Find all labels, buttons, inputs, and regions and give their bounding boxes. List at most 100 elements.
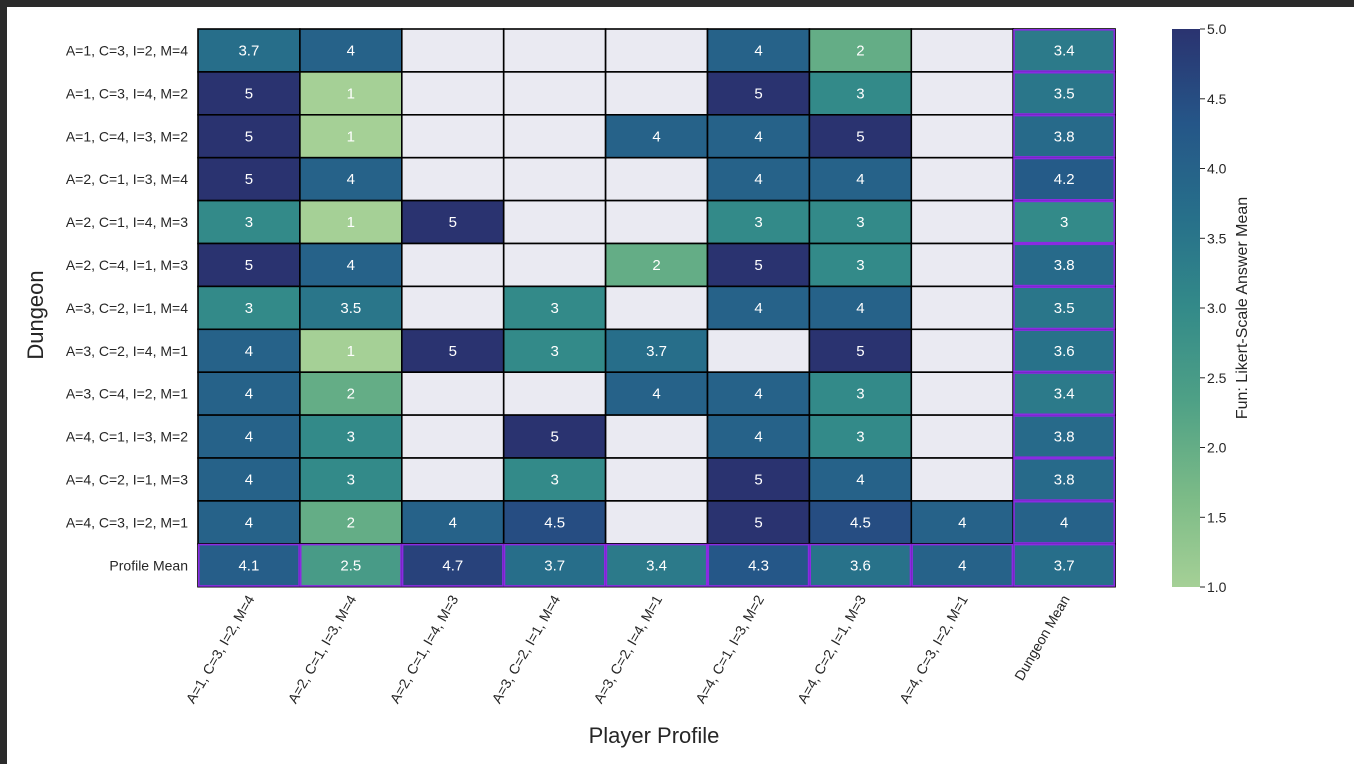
cell-value-label: 4 (958, 514, 966, 531)
empty-cell (910, 414, 1014, 459)
cell-value-label: 2.5 (340, 557, 361, 574)
cell-value-label: 3.6 (850, 557, 871, 574)
cell-value-label: 2 (347, 514, 355, 531)
mean-cell-border (911, 543, 1014, 587)
row-label: A=4, C=3, I=2, M=1 (66, 514, 188, 530)
mean-cell-border (1013, 243, 1116, 287)
cell-value-label: 4 (856, 471, 864, 488)
cell-value-label: 4 (856, 171, 864, 188)
heatmap-cell (400, 500, 505, 545)
heatmap-cell (197, 199, 301, 245)
mean-cell (1012, 71, 1116, 116)
cell-value-label: 5 (245, 171, 253, 188)
cell-value-label: 3.4 (1054, 43, 1075, 60)
cell-value-label: 4 (958, 557, 966, 574)
heatmap-cell (299, 371, 403, 416)
colorbar-gradient (1172, 29, 1200, 587)
cell-value-label: 4 (347, 43, 355, 60)
cell-value-label: 3 (347, 429, 355, 446)
mean-cell (1012, 542, 1116, 588)
column-label: A=4, C=3, I=2, M=1 (896, 592, 971, 706)
empty-cell (502, 371, 607, 416)
mean-cell-border (707, 543, 810, 587)
cell-value-label: 4 (754, 128, 762, 145)
cell-value-label: 3.7 (238, 43, 259, 60)
cell-value-label: 4.3 (748, 557, 769, 574)
heatmap-chart: 3.7 4 4 2 3.4 5 1 5 3 3.5 5 1 4 4 5 3.8 5 4 4 4 4.2 3 1 5 3 3 3 5 4 2… (23, 21, 1251, 748)
mean-cell-border (1013, 329, 1116, 373)
heatmap-cell (299, 414, 403, 459)
heatmap-cell (299, 28, 403, 73)
empty-cell (400, 242, 505, 288)
cell-value-label: 3.6 (1054, 343, 1075, 360)
cell-value-label: 4 (754, 386, 762, 403)
cell-value-label: 3.8 (1054, 429, 1075, 446)
empty-cell (604, 28, 709, 73)
heatmap-cell (706, 500, 811, 545)
cell-value-label: 2 (652, 257, 660, 274)
cell-value-label: 5 (754, 85, 762, 102)
cell-value-label: 5 (754, 514, 762, 531)
heatmap-cell (502, 414, 607, 459)
heatmap-cell (400, 328, 505, 373)
heatmap-cell (197, 414, 301, 459)
cell-value-label: 3.4 (1054, 386, 1075, 403)
heatmap-cell (808, 371, 913, 416)
empty-cell (502, 71, 607, 116)
cell-value-label: 1 (347, 343, 355, 360)
mean-cell-border (1013, 71, 1116, 115)
empty-cell (502, 156, 607, 202)
cell-value-label: 3 (856, 85, 864, 102)
cell-value-label: 3.7 (1054, 557, 1075, 574)
heatmap-cell (299, 199, 403, 245)
cell-value-label: 4 (652, 386, 660, 403)
cell-value-label: 2 (347, 386, 355, 403)
mean-cell (1012, 500, 1116, 545)
heatmap-cell (197, 156, 301, 202)
empty-cell (910, 156, 1014, 202)
cell-value-label: 3.5 (1054, 85, 1075, 102)
heatmap-cell (502, 457, 607, 502)
colorbar-tick-label: 5.0 (1207, 21, 1227, 37)
column-label: A=3, C=2, I=4, M=1 (590, 592, 665, 706)
mean-cell (502, 542, 607, 588)
colorbar-ticks: 1.0 1.5 2.0 2.5 3.0 3.5 4.0 4.5 5.0 (1200, 21, 1227, 595)
cell-value-label: 3.8 (1054, 128, 1075, 145)
empty-cell (400, 414, 505, 459)
cell-value-label: 4 (245, 386, 253, 403)
empty-cell (502, 242, 607, 288)
colorbar-tick-label: 2.5 (1207, 370, 1227, 386)
column-label: A=2, C=1, I=3, M=4 (284, 592, 359, 706)
mean-cell-border (1013, 543, 1116, 587)
column-label: A=4, C=2, I=1, M=3 (794, 592, 869, 706)
cell-value-label: 5 (245, 128, 253, 145)
cell-value-label: 3 (856, 257, 864, 274)
cell-value-label: 3.7 (646, 343, 667, 360)
mean-cell (1012, 199, 1116, 245)
mean-cell-border (1013, 200, 1116, 244)
colorbar-tick-label: 3.0 (1207, 300, 1227, 316)
x-axis-title: Player Profile (589, 723, 720, 748)
heatmap-cell (808, 500, 913, 545)
mean-cell (197, 542, 301, 588)
empty-cell (400, 114, 505, 159)
mean-cell-border (809, 543, 912, 587)
mean-cell-border (401, 543, 504, 587)
colorbar-tick-label: 3.5 (1207, 230, 1227, 246)
row-label: A=3, C=2, I=1, M=4 (66, 300, 188, 316)
cell-value-label: 3 (551, 471, 559, 488)
heatmap-cell (706, 114, 811, 159)
mean-cell (706, 542, 811, 588)
cell-value-label: 4.1 (238, 557, 259, 574)
cell-value-label: 3.5 (1054, 300, 1075, 317)
cell-value-label: 3 (856, 386, 864, 403)
row-tick-labels: A=1, C=3, I=2, M=4 A=1, C=3, I=4, M=2 A=1,… (66, 43, 188, 574)
empty-cell (910, 371, 1014, 416)
mean-cell (400, 542, 505, 588)
row-label: A=3, C=2, I=4, M=1 (66, 343, 188, 359)
heatmap-cell (706, 242, 811, 288)
empty-cell (910, 114, 1014, 159)
mean-cell-border (299, 543, 402, 587)
cell-value-label: 3 (347, 471, 355, 488)
cell-value-label: 5 (245, 85, 253, 102)
